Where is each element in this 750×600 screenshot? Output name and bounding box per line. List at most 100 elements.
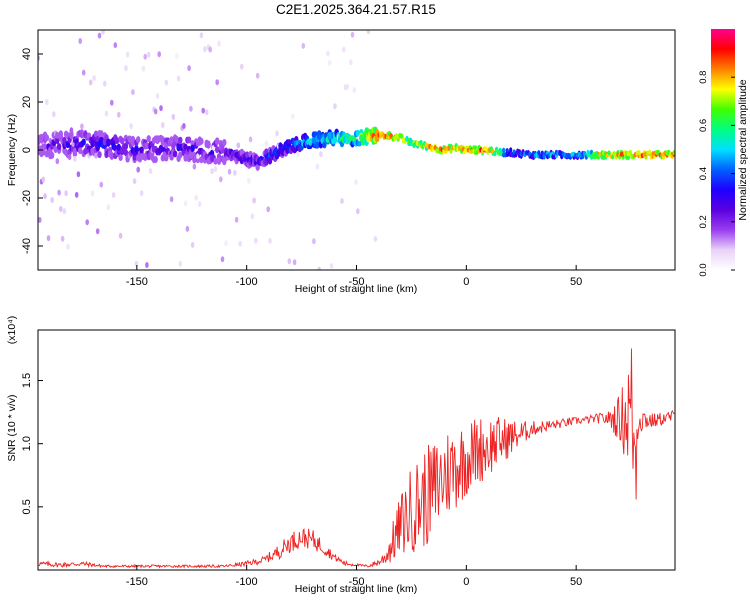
spectrogram-cell	[99, 181, 104, 188]
spectrogram-cell	[190, 144, 195, 152]
colorbar-tick-label: 0.4	[698, 167, 709, 180]
spectrogram-cell	[76, 171, 81, 178]
spectrogram-cell	[222, 139, 227, 146]
spectrogram-cell	[90, 190, 95, 197]
spectrogram-cell	[136, 136, 141, 144]
spectrogram-panel: -150 -100 -50 0 50 -40 -20 0 20 40 Height of str…	[6, 29, 676, 295]
spectrogram-cell	[59, 206, 63, 212]
spectrogram-cell	[46, 235, 51, 242]
spectrogram-cell	[204, 109, 209, 116]
spectrogram-cell	[217, 40, 221, 47]
spectrogram-cell	[106, 138, 111, 146]
spectrogram-cell	[158, 146, 164, 153]
spectrogram-cell	[206, 140, 211, 148]
spectrogram-y-tick-label: 0	[21, 147, 33, 153]
snr-y-tick-label: 1.5	[21, 373, 33, 388]
spectrogram-cell	[69, 127, 74, 134]
spectrogram-cell	[215, 146, 220, 154]
spectrogram-cell	[219, 176, 223, 183]
snr-panel: -150 -100 -50 0 50 0.5 1.0 1.5 Height of strai…	[6, 316, 676, 595]
spectrogram-cell	[354, 179, 358, 186]
spectrogram-cell	[215, 137, 220, 145]
spectrogram-cell	[197, 201, 202, 208]
snr-y-axis-label: SNR (10 * v/v)	[6, 394, 18, 461]
colorbar-tick-label: 0.8	[698, 71, 709, 84]
spectrogram-cell	[201, 107, 205, 114]
spectrogram-cell	[171, 113, 176, 120]
spectrogram-cell	[296, 150, 300, 157]
spectrogram-cell	[349, 59, 353, 66]
spectrogram-cell	[178, 151, 183, 159]
spectrogram-cell	[210, 168, 214, 175]
spectrogram-cell	[169, 196, 174, 203]
spectrogram-cell	[537, 150, 541, 156]
spectrogram-cell	[236, 142, 241, 149]
spectrogram-cell	[143, 53, 147, 60]
spectrogram-cell	[213, 157, 218, 165]
colorbar: 0.0 0.2 0.4 0.6 0.8 Normalized spectral ampl…	[698, 29, 749, 277]
spectrogram-cell	[103, 80, 107, 87]
spectrogram-y-tick-label: 20	[21, 96, 33, 108]
spectrogram-cell	[153, 108, 158, 115]
spectrogram-cell	[319, 151, 323, 158]
spectrogram-cell	[145, 262, 149, 268]
spectrogram-cell	[148, 168, 153, 174]
snr-frame	[37, 329, 676, 571]
spectrogram-cell	[185, 225, 190, 232]
spectrogram-cell	[139, 146, 144, 154]
spectrogram-x-axis-label: Height of straight line (km)	[295, 283, 418, 295]
spectrogram-cell	[419, 139, 423, 146]
spectrogram-cell	[244, 151, 250, 159]
spectrogram-cell	[113, 42, 118, 49]
spectrogram-cell	[255, 163, 260, 171]
spectrogram-cell	[301, 42, 306, 49]
snr-x-ticks: -150 -100 -50 0 50	[126, 565, 582, 588]
spectrogram-cell	[66, 243, 70, 250]
spectrogram-cell	[146, 135, 151, 143]
spectrogram-cell	[248, 136, 253, 143]
spectrogram-x-tick-label: -100	[236, 276, 258, 288]
spectrogram-cell	[176, 75, 181, 82]
spectrogram-cell	[312, 238, 316, 245]
spectrogram-cell	[161, 122, 165, 128]
spectrogram-cell	[93, 130, 99, 138]
spectrogram-cell	[41, 148, 46, 156]
spectrogram-cell	[626, 154, 631, 160]
spectrogram-cell	[125, 51, 130, 58]
spectrogram-y-tick-label: 40	[21, 48, 33, 60]
spectrogram-cell	[136, 166, 140, 173]
figure-title: C2E1.2025.364.21.57.R15	[276, 2, 436, 17]
snr-x-tick-label: 0	[463, 576, 469, 588]
spectrogram-cell	[131, 89, 135, 96]
spectrogram-cell	[146, 51, 151, 58]
spectrogram-cell	[55, 131, 60, 139]
spectrogram-cell	[220, 256, 225, 263]
snr-x-axis-label: Height of straight line (km)	[295, 583, 418, 595]
spectrogram-cell	[178, 136, 183, 144]
spectrogram-cell	[74, 191, 79, 198]
spectrogram-cell	[315, 163, 320, 170]
spectrogram-cell	[292, 146, 297, 154]
snr-x-tick-label: -150	[126, 576, 148, 588]
spectrogram-cell	[182, 123, 186, 129]
spectrogram-cell	[172, 150, 178, 158]
spectrogram-cell	[49, 151, 55, 159]
colorbar-scale	[711, 29, 735, 270]
spectrogram-cell	[233, 169, 237, 176]
spectrogram-cell	[350, 31, 355, 38]
spectrogram-cell	[164, 79, 169, 86]
spectrogram-cell	[144, 142, 150, 150]
spectrogram-cell	[264, 140, 269, 147]
spectrogram-y-axis-label: Frequency (Hz)	[6, 114, 18, 186]
spectrogram-cell	[238, 240, 242, 247]
spectrogram-cell	[329, 263, 334, 269]
spectrogram-cell	[64, 190, 68, 197]
spectrogram-cell	[157, 51, 161, 58]
colorbar-tick-label: 0.0	[698, 263, 709, 276]
spectrogram-cell	[43, 193, 47, 200]
spectrogram-cell	[366, 30, 371, 35]
spectrogram-cell	[352, 87, 357, 93]
spectrogram-cell	[41, 176, 46, 183]
snr-y-ticks: 0.5 1.0 1.5	[21, 373, 43, 514]
